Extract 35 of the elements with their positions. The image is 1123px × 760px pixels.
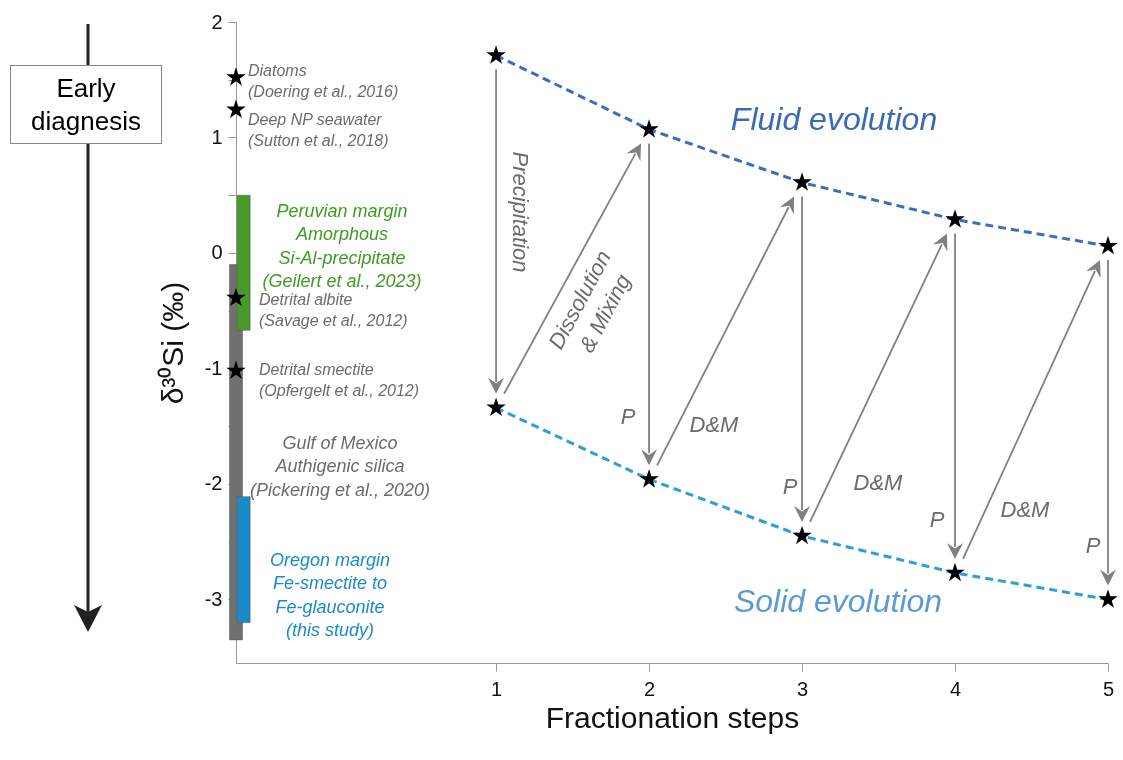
y-tick-label: 2 <box>211 10 223 33</box>
annotation: P <box>1085 533 1101 558</box>
annotation: Precipitation <box>508 151 533 273</box>
annotation: D&M <box>853 470 904 495</box>
annotation: Gulf of Mexico Authigenic silica (Pickering et al., 2020) <box>249 433 431 500</box>
y-tick-label: -1 <box>204 356 223 379</box>
annotation: Detrital smectite (Opfergelt et al., 2012) <box>259 361 420 399</box>
y-tick-label: -2 <box>204 472 223 495</box>
x-tick-label: 5 <box>1102 677 1115 700</box>
annotation: P <box>782 474 798 499</box>
x-tick-label: 4 <box>949 677 962 700</box>
annotation: Solid evolution <box>733 583 943 619</box>
y-tick-label: -3 <box>204 587 223 610</box>
y-axis-title: δ³⁰Si (‰) <box>155 281 189 405</box>
point <box>226 287 246 307</box>
text: Early diagnesis <box>10 65 162 144</box>
annotation: Diatoms (Doering et al., 2016) <box>248 62 399 100</box>
x-tick-label: 1 <box>491 677 503 700</box>
x-axis-title: Fractionation steps <box>545 700 800 734</box>
x-tick-label: 3 <box>796 677 809 700</box>
annotation: D&M <box>689 412 740 437</box>
annotation: Deep NP seawater (Sutton et al., 2018) <box>248 111 389 149</box>
point <box>226 99 246 119</box>
annotation: D&M <box>1000 497 1051 522</box>
point <box>226 67 246 86</box>
y-tick-label: 1 <box>211 126 223 148</box>
annotation: P <box>929 507 945 532</box>
point <box>226 360 246 380</box>
y-tick-label: 0 <box>211 241 223 264</box>
annotation: P <box>620 404 636 429</box>
annotation: Oregon margin Fe-smectite to Fe-glauconite (this study) <box>269 550 391 641</box>
annotation: Peruvian margin Amorphous Si-Al-precipitate (Geilert et al., 2023) <box>262 201 422 292</box>
annotation: Detrital albite (Savage et al., 2012) <box>259 291 408 329</box>
x-tick-label: 2 <box>643 677 656 700</box>
annotation: Fluid evolution <box>730 101 938 137</box>
